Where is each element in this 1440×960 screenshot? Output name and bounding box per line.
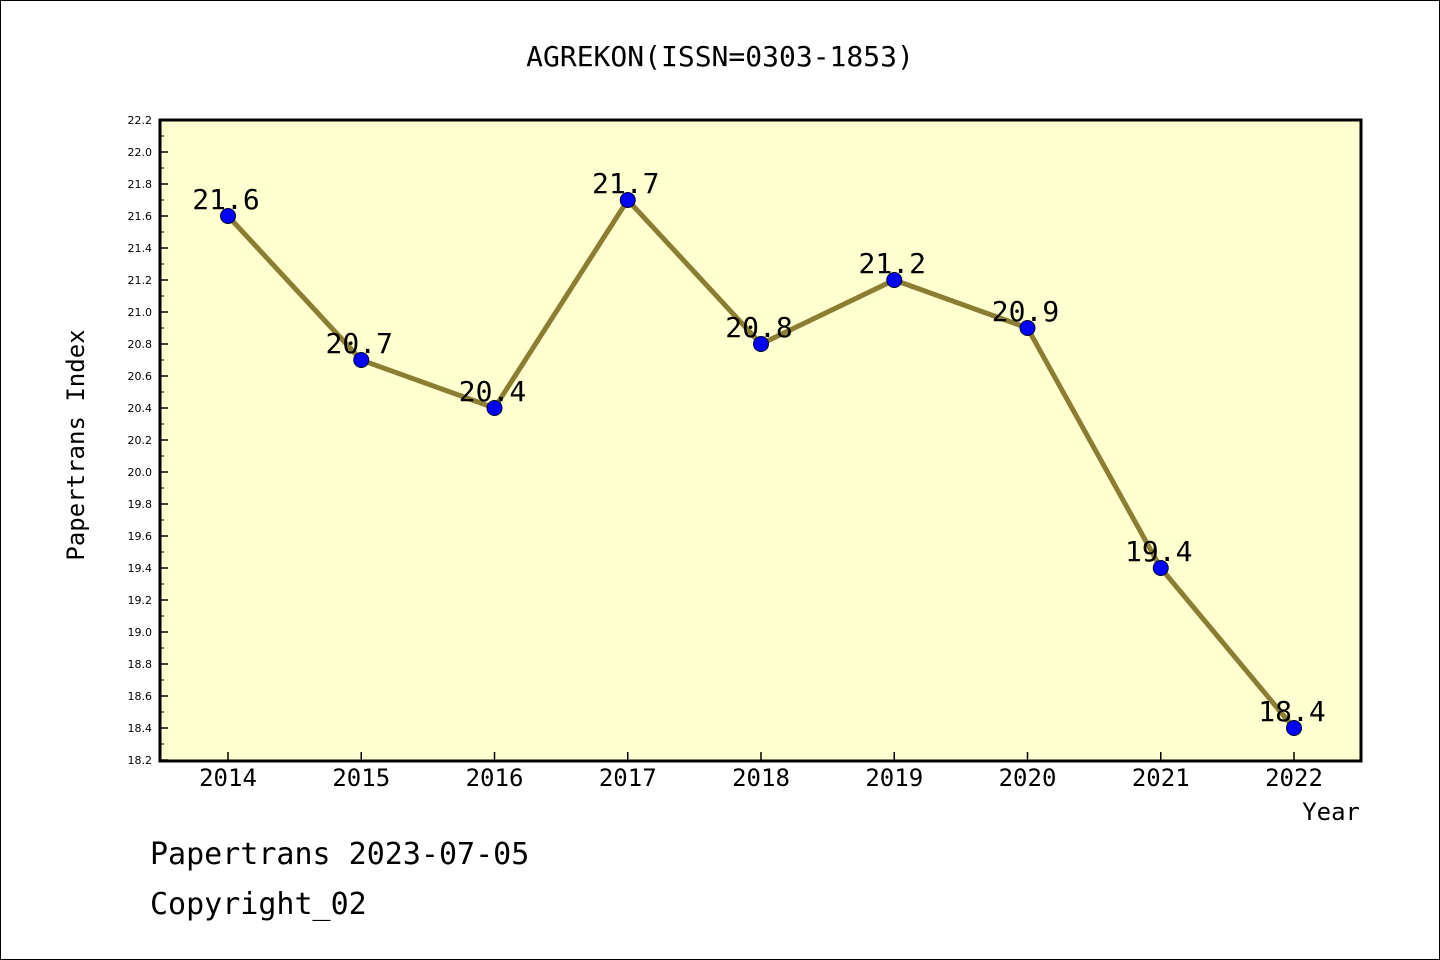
data-point (220, 208, 236, 224)
y-tick-label: 18.4 (128, 722, 153, 735)
x-tick-label: 2020 (999, 764, 1057, 792)
x-tick-label: 2022 (1265, 764, 1323, 792)
x-tick-label: 2016 (466, 764, 524, 792)
data-point (1286, 720, 1302, 736)
y-tick-label: 21.0 (128, 306, 153, 319)
data-point (1152, 560, 1169, 576)
x-tick-label: 2021 (1132, 764, 1190, 792)
x-axis: 2014 2015 2016 2017 2018 2019 2020 2021 2022 (199, 752, 1323, 792)
y-tick-label: 20.0 (128, 466, 153, 479)
data-label: 20.4 (459, 375, 526, 408)
y-tick-label: 19.8 (128, 498, 153, 511)
x-tick-label: 2019 (865, 764, 923, 792)
y-tick-label: 18.6 (128, 690, 153, 703)
y-axis-label: Papertrans Index (62, 329, 90, 560)
y-tick-label: 21.2 (128, 274, 153, 287)
data-point (353, 352, 370, 368)
data-label: 21.2 (859, 247, 926, 280)
data-point (753, 336, 769, 352)
y-tick-label: 22.2 (128, 114, 153, 127)
y-tick-label: 20.4 (128, 402, 153, 415)
y-tick-label: 18.8 (128, 658, 153, 671)
y-tick-label: 22.0 (128, 146, 153, 159)
y-tick-label: 19.4 (128, 562, 153, 575)
x-tick-label: 2017 (599, 764, 657, 792)
x-axis-label: Year (1302, 798, 1360, 826)
chart-title: AGREKON(ISSN=0303-1853) (526, 40, 914, 73)
x-tick-label: 2018 (732, 764, 790, 792)
data-point (886, 272, 903, 288)
plot-area (158, 118, 1363, 763)
x-tick-label: 2015 (332, 764, 390, 792)
footer-date: Papertrans 2023-07-05 (150, 837, 529, 872)
data-label: 20.7 (326, 327, 393, 360)
data-point (619, 192, 636, 208)
data-label: 19.4 (1125, 535, 1192, 568)
y-tick-label: 18.2 (128, 754, 153, 767)
y-tick-label: 20.8 (128, 338, 153, 351)
data-label: 20.9 (992, 295, 1059, 328)
data-label: 21.6 (192, 183, 259, 216)
y-tick-label: 19.6 (128, 530, 153, 543)
y-tick-label: 20.6 (128, 370, 153, 383)
data-point (486, 400, 503, 416)
data-label: 20.8 (725, 311, 792, 344)
y-axis: 18.2 18.4 18.6 18.8 19.0 19.2 19.4 19.6 19.8 20.0… (128, 114, 168, 767)
footer-copyright: Copyright_02 (150, 887, 367, 922)
x-tick-label: 2014 (199, 764, 257, 792)
y-tick-label: 21.8 (128, 178, 153, 191)
y-tick-label: 19.2 (128, 594, 153, 607)
series-line-group: 21.6 20.7 20.4 21.7 20.8 21.2 20.9 19.4 18.4 (192, 167, 1326, 736)
data-label: 18.4 (1258, 695, 1325, 728)
y-tick-label: 21.6 (128, 210, 153, 223)
data-label: 21.7 (592, 167, 659, 200)
y-tick-label: 21.4 (128, 242, 153, 255)
data-point (1019, 320, 1036, 336)
y-tick-label: 20.2 (128, 434, 153, 447)
y-tick-label: 19.0 (128, 626, 153, 639)
